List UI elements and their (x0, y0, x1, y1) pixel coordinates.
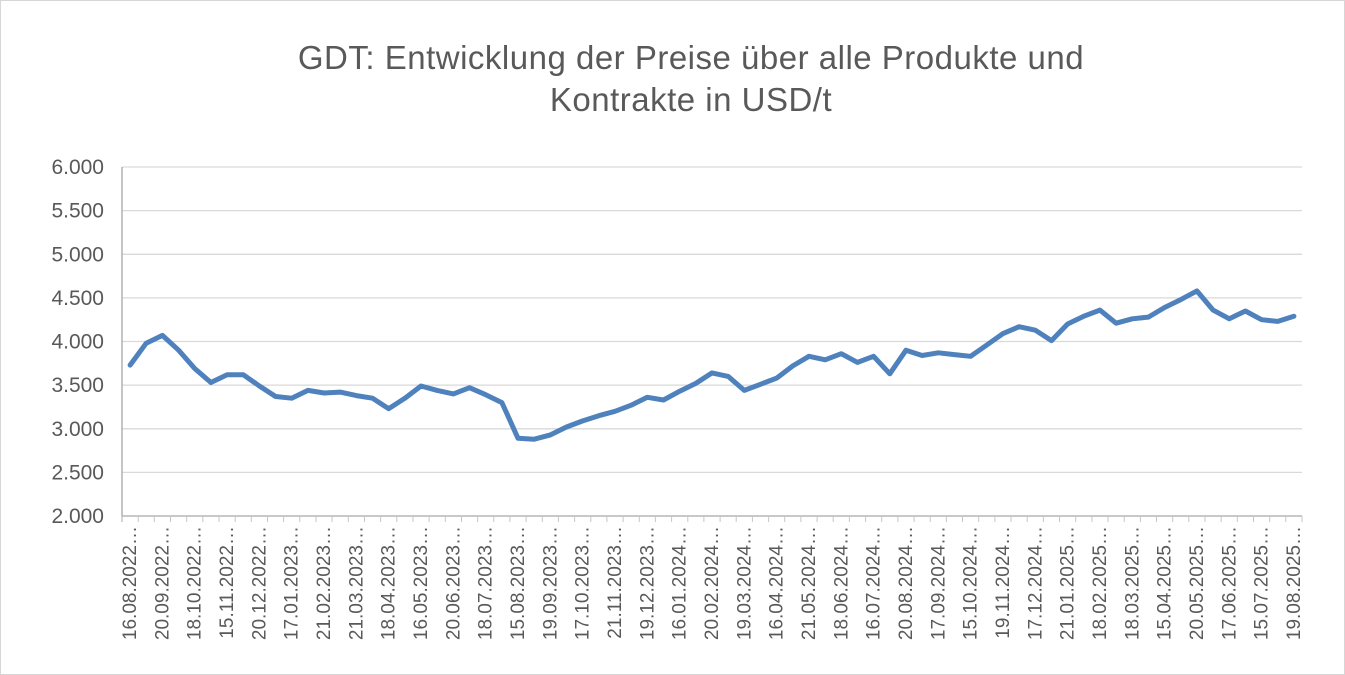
x-axis-label: 16.05.2023… (411, 526, 432, 640)
x-axis-label: 18.04.2023… (379, 526, 400, 640)
x-axis-label: 15.08.2023… (508, 526, 529, 640)
x-axis-label: 15.11.2022… (217, 526, 238, 639)
x-axis-label: 16.04.2024… (767, 526, 788, 640)
x-axis-label: 16.08.2022… (120, 526, 141, 640)
chart-title: GDT: Entwicklung der Preise über alle Pr… (61, 37, 1321, 120)
x-axis-label: 15.07.2025… (1252, 526, 1273, 640)
x-axis-label: 21.02.2023… (314, 526, 335, 640)
x-axis-label: 17.12.2024… (1025, 526, 1046, 640)
y-axis-label: 2.500 (51, 461, 104, 484)
y-axis-label: 3.000 (51, 418, 104, 441)
y-axis-label: 4.500 (51, 287, 104, 310)
x-axis-label: 20.09.2022… (152, 526, 173, 640)
x-axis-label: 15.04.2025… (1155, 526, 1176, 640)
x-axis-label: 19.08.2025… (1284, 526, 1305, 640)
x-axis-label: 17.01.2023… (282, 526, 303, 640)
price-line (127, 288, 1297, 442)
y-axis-label: 3.500 (51, 374, 104, 397)
x-axis-label: 21.05.2024… (799, 526, 820, 640)
x-axis-label: 19.09.2023… (540, 526, 561, 640)
x-axis-label: 16.01.2024… (670, 526, 691, 640)
x-axis-label: 17.09.2024… (928, 526, 949, 640)
x-axis-label: 18.03.2025… (1122, 526, 1143, 640)
x-axis-label: 19.12.2023… (637, 526, 658, 640)
x-axis-label: 20.12.2022… (249, 526, 270, 640)
x-axis-label: 18.02.2025… (1090, 526, 1111, 640)
x-axis-label: 21.11.2023… (605, 526, 626, 639)
y-axis-label: 6.000 (51, 156, 104, 179)
x-axis-label: 17.10.2023… (573, 526, 594, 640)
x-axis-label: 15.10.2024… (961, 526, 982, 640)
x-axis-label: 20.02.2024… (702, 526, 723, 640)
x-axis-label: 19.03.2024… (734, 526, 755, 640)
y-axis-label: 5.500 (51, 200, 104, 223)
y-axis-label: 4.000 (51, 331, 104, 354)
chart-title-text: GDT: Entwicklung der Preise über alle Pr… (297, 39, 1085, 118)
x-axis-label: 21.03.2023… (346, 526, 367, 640)
x-axis-label: 20.08.2024… (896, 526, 917, 640)
x-axis-label: 20.05.2025… (1187, 526, 1208, 640)
x-axis-label: 17.06.2025… (1219, 526, 1240, 640)
x-axis-label: 18.06.2024… (831, 526, 852, 640)
x-axis-label: 18.10.2022… (185, 526, 206, 640)
x-axis-label: 16.07.2024… (864, 526, 885, 640)
x-axis-label: 19.11.2024… (993, 526, 1014, 639)
y-axis-label: 5.000 (51, 243, 104, 266)
x-axis-label: 21.01.2025… (1058, 526, 1079, 640)
x-axis-label: 18.07.2023… (476, 526, 497, 640)
x-axis-label: 20.06.2023… (443, 526, 464, 640)
y-axis-label: 2.000 (51, 505, 104, 528)
